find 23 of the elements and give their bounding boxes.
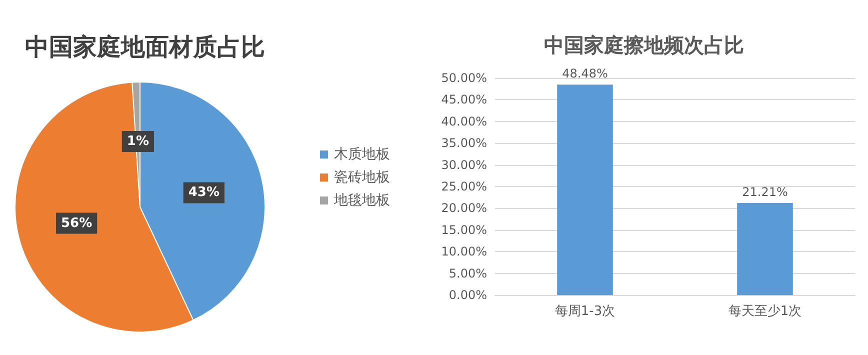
y-tick-label: 35.00% bbox=[441, 136, 487, 150]
y-tick-label: 20.00% bbox=[441, 201, 487, 216]
data-label: 43% bbox=[188, 185, 220, 200]
y-tick-label: 25.00% bbox=[441, 180, 487, 194]
y-tick-label: 40.00% bbox=[441, 114, 487, 128]
x-tick-label: 每周1-3次 bbox=[554, 304, 616, 319]
data-label: 48.48% bbox=[562, 66, 608, 81]
y-tick-label: 0.00% bbox=[448, 288, 487, 302]
y-tick-label: 15.00% bbox=[441, 222, 487, 237]
chart-title: 中国家庭地面材质占比 bbox=[25, 33, 265, 61]
legend-label: 瓷砖地板 bbox=[334, 170, 390, 186]
y-tick-label: 5.00% bbox=[448, 266, 487, 280]
y-tick-label: 30.00% bbox=[441, 158, 487, 172]
y-tick-label: 10.00% bbox=[441, 244, 487, 259]
data-label: 56% bbox=[60, 216, 92, 231]
data-label: 21.21% bbox=[742, 184, 788, 199]
data-label: 1% bbox=[126, 134, 149, 150]
legend-label: 木质地板 bbox=[334, 146, 390, 162]
chart-title: 中国家庭擦地频次占比 bbox=[544, 33, 744, 57]
legend-label: 地毯地板 bbox=[333, 192, 390, 208]
x-tick-label: 每天至少1次 bbox=[728, 304, 802, 319]
y-tick-label: 45.00% bbox=[441, 92, 487, 107]
y-tick-label: 50.00% bbox=[441, 71, 487, 85]
